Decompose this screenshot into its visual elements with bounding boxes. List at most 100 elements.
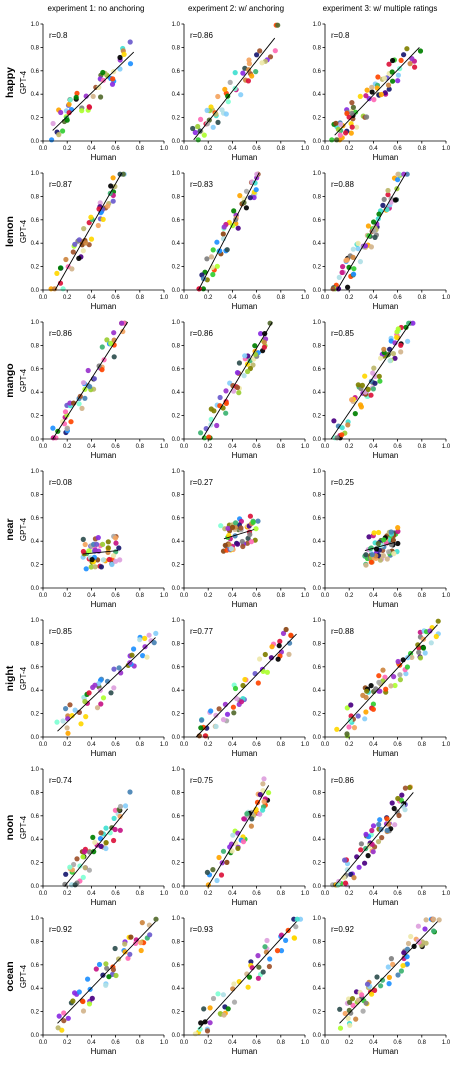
scatter-points [198, 320, 273, 441]
point [56, 1013, 62, 1019]
point [98, 843, 104, 850]
point [217, 394, 223, 401]
x-tick-label: 0.0 [39, 444, 48, 450]
panel-noon-3: 0.00.0 0.2 0.2 0.4 0.4 0.6 0.6 0.8 0.8 1.0 1.0 Huma… [313, 767, 451, 907]
x-tick-label: 0.6 [393, 891, 402, 897]
point [249, 816, 255, 822]
x-tick-label: 0.8 [277, 593, 286, 599]
point [85, 367, 91, 374]
point [93, 966, 99, 972]
point [260, 969, 266, 975]
regression-line [198, 172, 260, 291]
point [348, 871, 354, 878]
point [364, 114, 370, 120]
point [248, 823, 254, 829]
point [399, 792, 405, 798]
point [380, 667, 386, 673]
point [117, 813, 123, 820]
y-tick-label: 0.4 [172, 92, 181, 98]
y-tick-label: 0.2 [313, 712, 322, 718]
point [346, 724, 352, 730]
x-tick-label: 1.0 [160, 444, 169, 450]
point [346, 264, 352, 270]
y-tick-label: 0.8 [172, 45, 181, 51]
x-tick-label: 0.6 [393, 742, 402, 748]
point [58, 109, 64, 116]
point [223, 111, 229, 117]
regression-line [82, 550, 119, 555]
y-tick-label: 0.6 [31, 69, 40, 75]
point [105, 549, 111, 556]
point [283, 937, 289, 944]
y-tick-label: 0.6 [313, 218, 322, 224]
y-tick-label: 0.4 [313, 390, 322, 396]
point [59, 1027, 65, 1033]
point [208, 708, 214, 714]
point [349, 996, 356, 1002]
y-tick-label: 1.0 [172, 171, 181, 177]
point [192, 1031, 198, 1037]
row-label: lemon [4, 216, 16, 247]
point [65, 730, 71, 736]
y-tick-label: 0.8 [313, 194, 322, 200]
point [220, 848, 227, 854]
point [359, 992, 365, 998]
point [198, 116, 204, 122]
point [122, 941, 128, 947]
y-tick-label: 0.2 [31, 116, 40, 122]
regression-line [57, 637, 156, 732]
point [354, 124, 360, 130]
point [80, 998, 86, 1005]
y-tick-label: 0.2 [31, 712, 40, 718]
y-tick-label: 0.4 [31, 241, 40, 247]
x-tick-label: 1.0 [301, 593, 310, 599]
point [80, 854, 86, 860]
point [395, 78, 401, 84]
point [395, 326, 401, 332]
point [339, 425, 345, 431]
point [395, 795, 401, 802]
y-tick-label: 0.2 [172, 116, 181, 122]
correlation-label: r=0.77 [190, 627, 213, 636]
point [371, 219, 377, 225]
x-tick-label: 1.0 [301, 146, 310, 152]
point [398, 57, 404, 64]
point [339, 432, 345, 438]
point [344, 867, 350, 873]
point [100, 216, 106, 222]
row-label: happy [4, 67, 16, 98]
x-tick-label: 0.8 [277, 1040, 286, 1046]
row-near: near GPT-40.00.00.20.20.40.40.60.60.80.81… [4, 469, 451, 609]
point [262, 651, 268, 658]
regression-line [52, 51, 135, 131]
point [370, 706, 376, 712]
point [225, 1006, 231, 1012]
point [110, 198, 116, 204]
point [208, 416, 214, 422]
x-tick-label: 0.0 [180, 1040, 189, 1046]
x-tick-label: 0.2 [63, 146, 72, 152]
point [355, 713, 361, 719]
point [377, 557, 383, 563]
x-axis-label: Human [91, 898, 117, 907]
x-tick-label: 0.4 [369, 593, 378, 599]
point [266, 963, 272, 970]
point [346, 1007, 352, 1014]
x-tick-label: 0.0 [180, 444, 189, 450]
point [362, 860, 368, 866]
regression-line [201, 321, 273, 440]
x-axis-label: Human [91, 153, 117, 162]
point [210, 867, 216, 873]
point [117, 54, 123, 61]
correlation-label: r=0.92 [331, 925, 354, 934]
y-tick-label: 0.4 [313, 688, 322, 694]
point [357, 259, 363, 265]
point [348, 130, 354, 136]
point [85, 976, 91, 982]
point [280, 630, 287, 637]
point [238, 699, 245, 705]
point [240, 682, 246, 689]
y-axis-label: GPT-4 [19, 70, 28, 94]
point [350, 246, 356, 252]
point [222, 542, 228, 548]
